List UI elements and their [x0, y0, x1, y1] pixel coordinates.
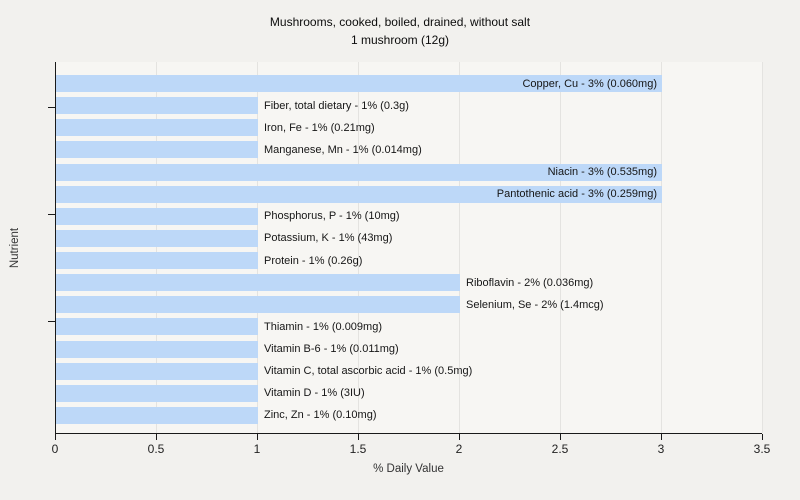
plot-area: Copper, Cu - 3% (0.060mg) Fiber, total di… [48, 62, 763, 434]
x-tick-label: 1.5 [349, 442, 367, 456]
gridline-3.5 [762, 62, 763, 433]
bar-row: Iron, Fe - 1% (0.21mg) [56, 119, 762, 137]
gridline-0.5 [156, 62, 157, 433]
gridline-1 [257, 62, 258, 433]
bar-label: Protein - 1% (0.26g) [264, 254, 363, 267]
bar-row: Fiber, total dietary - 1% (0.3g) [56, 97, 762, 115]
x-tick-mark [661, 434, 662, 440]
bar [56, 362, 258, 380]
y-axis-title: Nutrient [0, 62, 30, 434]
bar [56, 207, 258, 225]
bar-label: Thiamin - 1% (0.009mg) [264, 320, 382, 333]
bar-label: Pantothenic acid - 3% (0.259mg) [496, 188, 657, 201]
y-tick [48, 321, 55, 322]
x-axis-line [55, 433, 762, 434]
bar [56, 229, 258, 247]
x-tick-mark [560, 434, 561, 440]
bar-label: Potassium, K - 1% (43mg) [264, 232, 393, 245]
bar [56, 75, 662, 92]
bar-row: Zinc, Zn - 1% (0.10mg) [56, 406, 762, 424]
x-tick-mark [762, 434, 763, 440]
bar-row: Vitamin C, total ascorbic acid - 1% (0.5… [56, 362, 762, 380]
chart-subtitle: 1 mushroom (12g) [350, 33, 450, 47]
bar [56, 163, 662, 181]
bar-row: Thiamin - 1% (0.009mg) [56, 318, 762, 336]
bar [56, 406, 258, 424]
bar [56, 185, 662, 203]
bar-label: Selenium, Se - 2% (1.4mcg) [466, 298, 604, 311]
chart-title: Mushrooms, cooked, boiled, drained, with… [269, 15, 531, 29]
y-axis-title-text: Nutrient [9, 227, 21, 269]
x-tick-label: 0.5 [147, 442, 165, 456]
bar-label: Phosphorus, P - 1% (10mg) [264, 210, 400, 223]
x-tick-label: 0 [51, 442, 59, 456]
bar-label: Riboflavin - 2% (0.036mg) [466, 276, 594, 289]
bar [56, 97, 258, 115]
bar-label: Iron, Fe - 1% (0.21mg) [264, 121, 375, 134]
gridline-3 [661, 62, 662, 433]
bars-container: Copper, Cu - 3% (0.060mg) Fiber, total di… [56, 75, 762, 424]
x-tick-label: 3.5 [753, 442, 771, 456]
bar-label: Vitamin D - 1% (3IU) [264, 387, 365, 400]
bar-row: Potassium, K - 1% (43mg) [56, 229, 762, 247]
bar-label: Niacin - 3% (0.535mg) [547, 166, 657, 178]
bar [56, 384, 258, 402]
bar [56, 274, 460, 292]
bar-row: Phosphorus, P - 1% (10mg) [56, 207, 762, 225]
bar-row: Copper, Cu - 3% (0.060mg) [56, 75, 762, 92]
bar [56, 119, 258, 137]
x-tick-mark [257, 434, 258, 440]
chart-header: Mushrooms, cooked, boiled, drained, with… [0, 13, 800, 49]
x-axis-ticks: 0 0.5 1 1.5 2 2.5 3 3.5 [51, 433, 770, 459]
gridline-2.5 [560, 62, 561, 433]
bar-label: Vitamin B-6 - 1% (0.011mg) [264, 343, 399, 355]
bar-row: Vitamin D - 1% (3IU) [56, 384, 762, 402]
gridline-2 [459, 62, 460, 433]
bar [56, 141, 258, 159]
bar-row: Manganese, Mn - 1% (0.014mg) [56, 141, 762, 159]
bar [56, 340, 258, 358]
bar-row: Protein - 1% (0.26g) [56, 252, 762, 269]
bar [56, 252, 258, 269]
x-tick-label: 3 [657, 442, 665, 456]
bar [56, 296, 460, 314]
y-tick [48, 107, 55, 108]
bar-label: Manganese, Mn - 1% (0.014mg) [264, 143, 422, 156]
y-axis-line [55, 62, 56, 434]
bar-label: Zinc, Zn - 1% (0.10mg) [264, 409, 377, 422]
y-tick [48, 214, 55, 215]
bar-row: Vitamin B-6 - 1% (0.011mg) [56, 340, 762, 358]
bar-label: Vitamin C, total ascorbic acid - 1% (0.5… [264, 365, 473, 378]
x-tick-label: 2 [455, 442, 463, 456]
x-tick-mark [55, 434, 56, 440]
x-axis-title: % Daily Value [373, 463, 444, 475]
bar-row: Selenium, Se - 2% (1.4mcg) [56, 296, 762, 314]
x-tick-label: 1 [253, 442, 261, 456]
x-tick-label: 2.5 [551, 442, 569, 456]
x-tick-mark [459, 434, 460, 440]
bar-label: Copper, Cu - 3% (0.060mg) [522, 77, 657, 90]
bar-row: Niacin - 3% (0.535mg) [56, 163, 762, 181]
bar-row: Pantothenic acid - 3% (0.259mg) [56, 185, 762, 203]
gridline-1.5 [358, 62, 359, 433]
x-tick-mark [358, 434, 359, 440]
bar-row: Riboflavin - 2% (0.036mg) [56, 274, 762, 292]
x-tick-mark [156, 434, 157, 440]
bar-label: Fiber, total dietary - 1% (0.3g) [264, 99, 409, 112]
bar [56, 318, 258, 336]
